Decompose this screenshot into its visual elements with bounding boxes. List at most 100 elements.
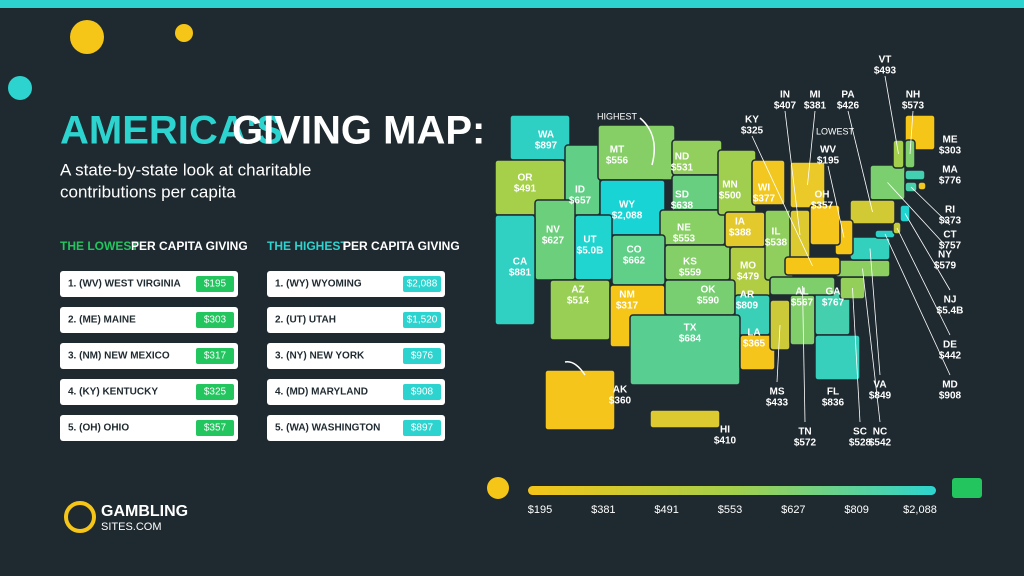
state-abbr: OK <box>701 285 717 296</box>
coins-icon <box>487 477 509 499</box>
state-abbr: VT <box>879 55 892 66</box>
list-row <box>267 343 445 369</box>
state-value: $572 <box>794 438 817 449</box>
state-value: $303 <box>939 146 962 157</box>
state-value: $479 <box>737 272 760 283</box>
list-row <box>60 343 238 369</box>
state-abbr: AL <box>795 287 808 298</box>
state-abbr: IN <box>780 90 790 101</box>
state-value: $325 <box>741 126 764 137</box>
scale-label: $553 <box>718 504 742 516</box>
leader-line <box>802 285 806 423</box>
logo-text: GAMBLING <box>101 503 188 520</box>
state-abbr: HI <box>720 425 730 436</box>
leader-line <box>862 268 881 423</box>
value-label: $317 <box>204 351 227 362</box>
state-value: $657 <box>569 196 592 207</box>
scale-bar <box>528 486 936 495</box>
state-value: $897 <box>535 141 558 152</box>
state-value: $579 <box>934 261 957 272</box>
value-label: $357 <box>204 423 227 434</box>
state-value: $590 <box>697 296 720 307</box>
logo-icon <box>64 501 96 533</box>
state-value: $531 <box>671 163 694 174</box>
cash-icon <box>952 478 982 498</box>
list-row <box>60 271 238 297</box>
value-label: $2,088 <box>407 279 438 290</box>
state-abbr: SD <box>675 190 689 201</box>
scale-label: $491 <box>654 504 678 516</box>
state-value: $881 <box>509 268 532 279</box>
state-abbr: CA <box>513 257 527 268</box>
state-abbr: ID <box>575 185 585 196</box>
state-value: $426 <box>837 101 860 112</box>
state-abbr: TX <box>684 323 697 334</box>
list-row <box>267 379 445 405</box>
state-shape <box>904 169 926 181</box>
state-shape <box>809 204 841 246</box>
list-row <box>60 307 238 333</box>
state-value: $357 <box>811 201 834 212</box>
rank-label: 1. (WY) WYOMING <box>275 279 362 290</box>
state-abbr: TN <box>798 427 811 438</box>
scale-label: $627 <box>781 504 805 516</box>
value-label: $303 <box>204 315 227 326</box>
value-label: $325 <box>204 387 227 398</box>
state-value: $442 <box>939 351 962 362</box>
list-heading: PER CAPITA GIVING <box>131 239 248 253</box>
state-shape <box>494 214 536 326</box>
state-abbr: KY <box>745 115 759 126</box>
scale-label: $809 <box>844 504 868 516</box>
state-abbr: WA <box>538 130 554 141</box>
leader-line <box>751 135 813 267</box>
state-abbr: AK <box>613 385 628 396</box>
annotation-arrow <box>639 117 655 166</box>
state-value: $638 <box>671 201 694 212</box>
value-badge <box>196 276 234 292</box>
logo-text: SITES.COM <box>101 521 162 533</box>
state-abbr: NE <box>677 223 691 234</box>
leader-line <box>887 182 946 246</box>
leader-line <box>884 75 899 155</box>
state-value: $377 <box>753 194 776 205</box>
state-abbr: ME <box>943 135 958 146</box>
state-abbr: ND <box>675 152 689 163</box>
state-abbr: MA <box>942 165 958 176</box>
state-value: $5.4B <box>937 306 964 317</box>
subtitle: A state-by-state look at charitable <box>60 160 311 179</box>
state-value: $493 <box>874 66 897 77</box>
state-abbr: RI <box>945 205 955 216</box>
value-badge <box>196 312 234 328</box>
state-value: $908 <box>939 391 962 402</box>
state-value: $556 <box>606 156 629 167</box>
state-abbr: SC <box>853 427 867 438</box>
list-heading: PER CAPITA GIVING <box>343 239 460 253</box>
state-abbr: NJ <box>944 295 957 306</box>
state-abbr: UT <box>583 235 596 246</box>
state-value: $567 <box>791 298 814 309</box>
state-value: $317 <box>616 301 639 312</box>
rank-label: 5. (OH) OHIO <box>68 423 129 434</box>
value-label: $976 <box>411 351 434 362</box>
state-shape <box>917 181 927 191</box>
subtitle: contributions per capita <box>60 182 236 201</box>
state-abbr: MO <box>740 261 756 272</box>
state-abbr: GA <box>826 287 841 298</box>
annotation: LOWEST <box>816 126 855 136</box>
state-abbr: MT <box>610 145 624 156</box>
rank-label: 2. (UT) UTAH <box>275 315 336 326</box>
state-abbr: CT <box>943 230 956 241</box>
state-abbr: DE <box>943 340 957 351</box>
state-value: $559 <box>679 268 702 279</box>
state-value: $514 <box>567 296 590 307</box>
state-abbr: LA <box>747 328 760 339</box>
state-value: $500 <box>719 191 742 202</box>
state-value: $662 <box>623 256 646 267</box>
state-value: $684 <box>679 334 702 345</box>
state-abbr: AZ <box>571 285 584 296</box>
scale-label: $195 <box>528 504 552 516</box>
state-abbr: KS <box>683 257 697 268</box>
state-shape <box>739 334 776 371</box>
